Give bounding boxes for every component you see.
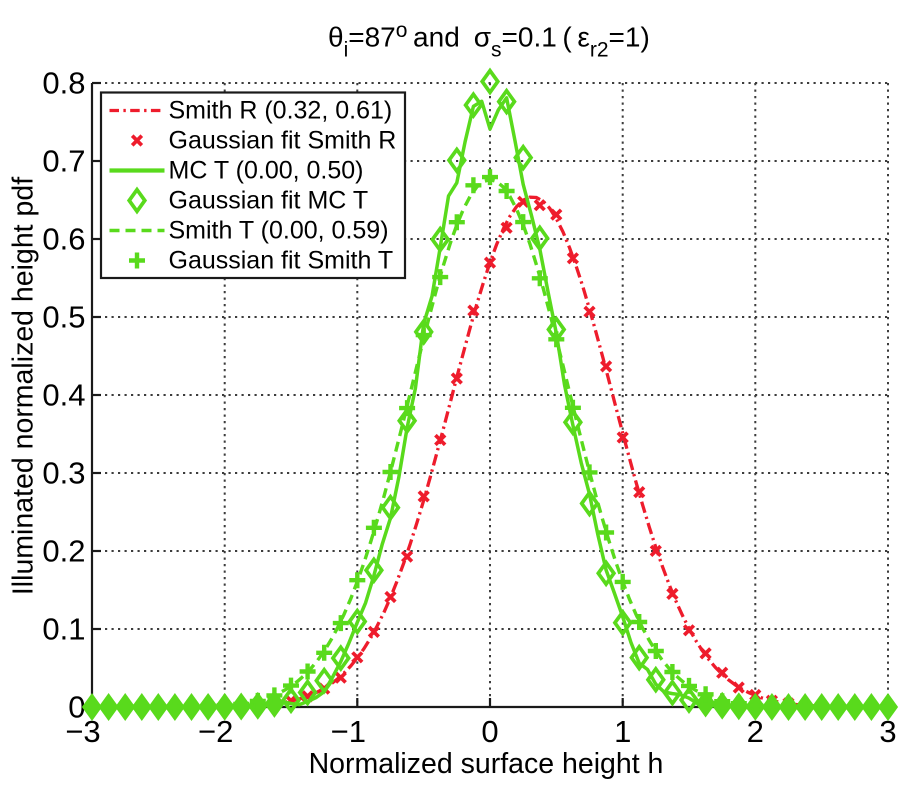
- svg-text:2: 2: [747, 714, 764, 749]
- svg-text:Smith R (0.32, 0.61): Smith R (0.32, 0.61): [169, 97, 393, 125]
- svg-text:0.3: 0.3: [42, 456, 85, 491]
- svg-text:1: 1: [614, 714, 631, 749]
- svg-text:MC T (0.00, 0.50): MC T (0.00, 0.50): [169, 157, 364, 185]
- svg-text:Normalized surface height h: Normalized surface height h: [309, 748, 664, 780]
- svg-text:0.6: 0.6: [42, 222, 85, 257]
- svg-text:0: 0: [481, 714, 498, 749]
- svg-text:0.5: 0.5: [42, 300, 85, 335]
- svg-text:−3: −3: [65, 714, 100, 749]
- svg-text:0.2: 0.2: [42, 534, 85, 569]
- svg-text:0.8: 0.8: [42, 66, 85, 101]
- svg-text:Illuminated normalized height: Illuminated normalized height pdf: [8, 177, 40, 595]
- svg-text:Gaussian fit Smith T: Gaussian fit Smith T: [169, 247, 394, 275]
- svg-text:0: 0: [68, 690, 85, 725]
- svg-text:0.1: 0.1: [42, 612, 85, 647]
- svg-text:0.4: 0.4: [42, 378, 85, 413]
- svg-text:3: 3: [879, 714, 896, 749]
- svg-text:−1: −1: [331, 714, 366, 749]
- svg-text:Gaussian fit Smith R: Gaussian fit Smith R: [169, 127, 397, 155]
- svg-text:0.7: 0.7: [42, 144, 85, 179]
- svg-text:−2: −2: [198, 714, 233, 749]
- svg-text:Smith T (0.00, 0.59): Smith T (0.00, 0.59): [169, 217, 389, 245]
- svg-text:Gaussian fit MC T: Gaussian fit MC T: [169, 187, 369, 215]
